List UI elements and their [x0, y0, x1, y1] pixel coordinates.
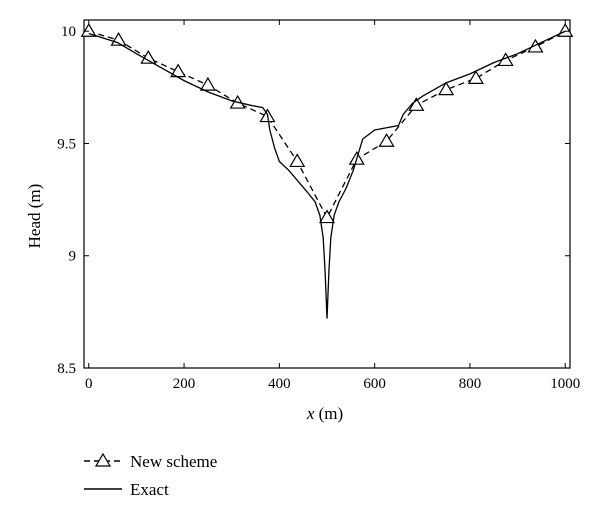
- legend-label-new-scheme: New scheme: [130, 452, 217, 471]
- legend-triangle-marker-icon: [94, 452, 112, 467]
- y-tick-label: 9.5: [57, 136, 76, 152]
- legend-label-exact: Exact: [130, 480, 169, 499]
- x-tick-label: 600: [363, 376, 386, 392]
- data-point-new-scheme: [408, 97, 425, 111]
- legend-entry-exact: Exact: [84, 480, 169, 499]
- data-point-new-scheme: [318, 209, 336, 224]
- x-axis-label-unit: (m): [314, 404, 343, 423]
- data-point-new-scheme: [199, 76, 216, 91]
- x-tick-label: 0: [85, 376, 93, 392]
- series-line-new-scheme: [88, 30, 566, 219]
- x-tick-label: 400: [268, 376, 291, 392]
- data-point-new-scheme: [80, 23, 97, 37]
- data-point-new-scheme: [438, 81, 455, 96]
- y-tick-label: 8.5: [57, 361, 76, 377]
- x-axis-label: x (m): [306, 404, 343, 423]
- y-tick-label: 10: [61, 24, 76, 40]
- plot-area-frame: [83, 19, 571, 369]
- legend: New scheme Exact: [84, 452, 217, 499]
- legend-entry-new-scheme: New scheme: [84, 452, 217, 471]
- x-tick-label: 200: [173, 376, 196, 392]
- series-line-exact: [88, 30, 566, 319]
- y-tick-label: 9: [69, 249, 77, 265]
- data-point-new-scheme: [467, 70, 484, 84]
- data-point-new-scheme: [289, 153, 306, 168]
- x-tick-label: 800: [459, 376, 482, 392]
- data-point-new-scheme: [378, 133, 395, 147]
- y-axis-label: Head (m): [25, 184, 44, 249]
- data-point-new-scheme: [140, 49, 157, 64]
- x-tick-label: 1000: [550, 376, 580, 392]
- x-axis-label-variable: x: [306, 404, 315, 423]
